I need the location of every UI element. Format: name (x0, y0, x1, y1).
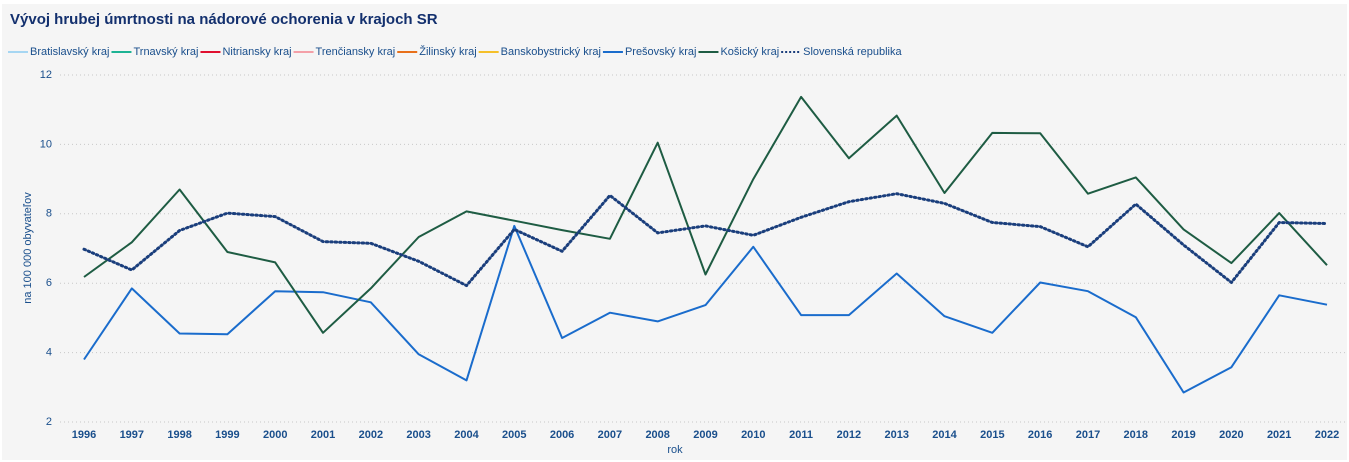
x-tick-label: 2015 (980, 429, 1004, 441)
x-tick-label: 2002 (359, 429, 383, 441)
legend-label: Žilinský kraj (419, 45, 476, 58)
chart-title: Vývoj hrubej úmrtnosti na nádorové ochor… (10, 11, 438, 28)
y-tick-label: 10 (40, 138, 52, 150)
x-tick-label: 1998 (167, 429, 191, 441)
x-tick-label: 2003 (406, 429, 430, 441)
legend-label: Trenčiansky kraj (316, 46, 396, 58)
legend-label: Prešovský kraj (625, 46, 697, 58)
legend-label: Trnavský kraj (133, 46, 198, 58)
x-tick-label: 2013 (884, 429, 908, 441)
series-line (82, 192, 1329, 288)
x-tick-label: 2012 (837, 429, 861, 441)
legend-label: Slovenská republika (803, 46, 902, 58)
x-tick-label: 2001 (311, 429, 335, 441)
x-tick-label: 2006 (550, 429, 574, 441)
x-tick-label: 2007 (598, 429, 622, 441)
x-tick-label: 2009 (693, 429, 717, 441)
panel (2, 4, 1347, 460)
x-tick-label: 1996 (72, 429, 96, 441)
x-tick-label: 2004 (454, 429, 479, 441)
series-line (83, 224, 1328, 394)
x-tick-label: 2020 (1219, 429, 1243, 441)
x-tick-label: 2010 (741, 429, 765, 441)
x-tick-label: 2017 (1076, 429, 1100, 441)
x-tick-label: 2022 (1315, 429, 1339, 441)
x-tick-label: 2018 (1124, 429, 1148, 441)
x-tick-label: 2005 (502, 429, 526, 441)
legend-label: Bratislavský kraj (30, 46, 109, 58)
legend-label: Nitriansky kraj (222, 46, 291, 58)
x-tick-label: 2016 (1028, 429, 1052, 441)
x-tick-label: 1997 (120, 429, 144, 441)
x-tick-label: 1999 (215, 429, 239, 441)
y-tick-label: 4 (46, 347, 52, 359)
y-tick-label: 12 (40, 69, 52, 81)
x-tick-label: 2021 (1267, 429, 1291, 441)
y-tick-label: 8 (46, 208, 52, 220)
y-tick-label: 6 (46, 277, 52, 289)
x-tick-label: 2011 (789, 429, 813, 441)
x-tick-label: 2019 (1171, 429, 1195, 441)
y-tick-label: 2 (46, 416, 52, 428)
x-tick-label: 2000 (263, 429, 287, 441)
x-axis-label: rok (667, 444, 683, 456)
series-line (83, 95, 1328, 334)
legend-label: Banskobystrický kraj (501, 46, 601, 58)
y-axis-label: na 100 000 obyvateľov (22, 192, 34, 304)
x-tick-label: 2008 (645, 429, 669, 441)
legend-label: Košický kraj (720, 46, 779, 58)
x-tick-label: 2014 (932, 429, 957, 441)
